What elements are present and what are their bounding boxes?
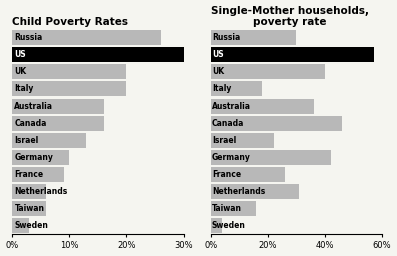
Bar [12,81,127,97]
Text: Australia: Australia [14,101,54,111]
Text: Russia: Russia [212,33,240,42]
Text: Germany: Germany [14,153,53,162]
Bar [12,184,46,199]
Text: Taiwan: Taiwan [212,204,242,213]
Text: Russia: Russia [14,33,43,42]
Bar [12,201,46,216]
Bar [12,218,29,233]
Bar [211,115,342,131]
Text: France: France [212,170,241,179]
Bar [12,150,69,165]
Text: Israel: Israel [212,136,236,145]
Bar [12,65,127,79]
Bar [211,184,299,199]
Bar [12,115,104,131]
Text: Australia: Australia [212,101,251,111]
Text: Germany: Germany [212,153,251,162]
Text: Italy: Italy [14,84,34,93]
Text: US: US [212,50,224,59]
Text: Sweden: Sweden [14,221,48,230]
Text: Israel: Israel [14,136,39,145]
Bar [211,201,256,216]
Text: Canada: Canada [14,119,47,127]
Bar [211,47,374,62]
Bar [211,30,297,45]
Text: Taiwan: Taiwan [14,204,44,213]
Text: Netherlands: Netherlands [14,187,68,196]
Text: Italy: Italy [212,84,231,93]
Bar [211,81,262,97]
Bar [211,99,314,113]
Bar [211,133,274,147]
Text: Canada: Canada [212,119,244,127]
Bar [12,99,104,113]
Bar [211,167,285,182]
Text: Single-Mother households,
poverty rate: Single-Mother households, poverty rate [211,6,369,27]
Bar [12,133,87,147]
Text: UK: UK [14,67,27,77]
Text: UK: UK [212,67,224,77]
Bar [211,65,325,79]
Text: Netherlands: Netherlands [212,187,265,196]
Bar [211,218,222,233]
Bar [211,150,331,165]
Bar [12,47,184,62]
Bar [12,30,161,45]
Bar [12,167,64,182]
Text: US: US [14,50,26,59]
Text: Child Poverty Rates: Child Poverty Rates [12,17,128,27]
Text: France: France [14,170,44,179]
Text: Sweden: Sweden [212,221,246,230]
